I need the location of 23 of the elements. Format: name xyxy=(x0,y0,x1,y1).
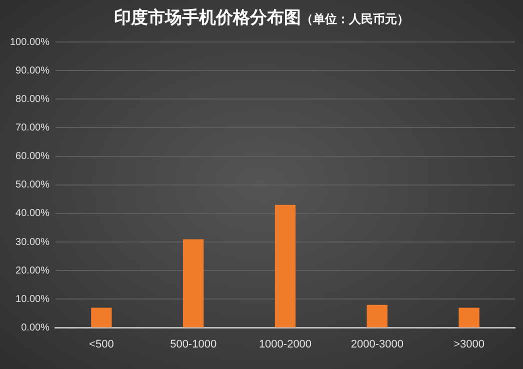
y-tick-label: 10.00% xyxy=(16,294,50,305)
x-tick-label: 500-1000 xyxy=(170,338,217,350)
x-tick-label: 2000-3000 xyxy=(350,338,404,350)
y-tick-label: 20.00% xyxy=(16,265,50,276)
x-tick-label: <500 xyxy=(89,338,114,350)
bar xyxy=(366,304,388,328)
y-tick-label: 40.00% xyxy=(16,208,50,220)
y-tick-label: 100.00% xyxy=(10,36,50,48)
y-tick-label: 70.00% xyxy=(16,122,50,134)
chart-subtitle: （单位：人民币元） xyxy=(301,12,409,26)
y-tick-label: 30.00% xyxy=(16,236,50,248)
chart-title: 印度市场手机价格分布图 xyxy=(114,8,301,28)
y-tick-label: 80.00% xyxy=(16,94,50,105)
y-tick-label: 50.00% xyxy=(16,180,50,191)
bar xyxy=(91,308,112,328)
y-tick-label: 60.00% xyxy=(16,151,50,162)
y-tick-label: 0.00% xyxy=(21,322,50,334)
x-tick-label: >3000 xyxy=(454,338,484,350)
x-tick-label: 1000-2000 xyxy=(258,338,312,350)
bar xyxy=(274,204,296,328)
bar xyxy=(182,239,204,328)
bar xyxy=(458,308,480,328)
y-tick-label: 90.00% xyxy=(16,65,50,76)
